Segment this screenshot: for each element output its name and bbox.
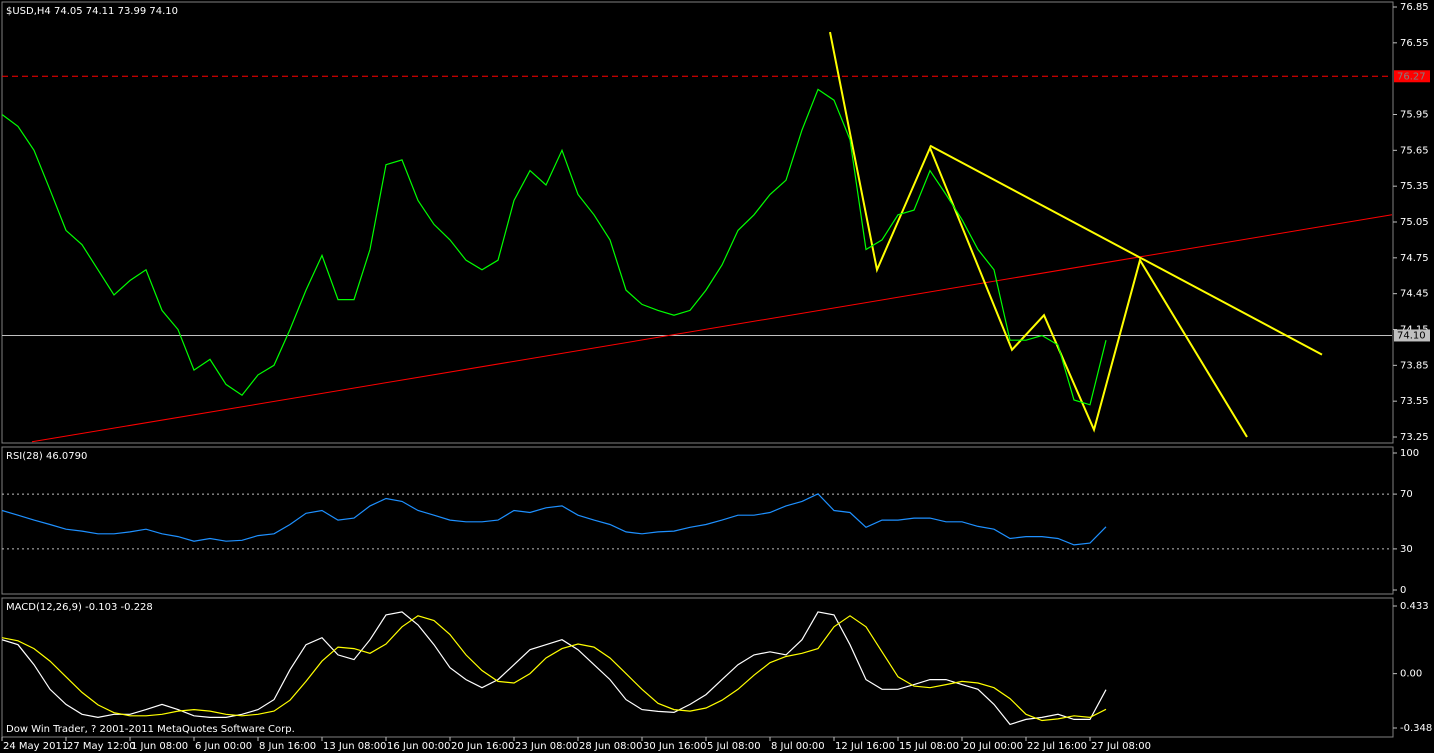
x-tick-label: 24 May 2011 [3, 741, 68, 752]
x-tick-label: 30 Jun 16:00 [643, 741, 707, 752]
x-tick-label: 22 Jul 16:00 [1027, 741, 1087, 752]
x-tick-label: 5 Jul 08:00 [707, 741, 761, 752]
x-tick-label: 13 Jun 08:00 [323, 741, 387, 752]
x-tick-label: 16 Jun 00:00 [387, 741, 451, 752]
y-tick-label: 75.05 [1400, 217, 1429, 228]
macd-title: MACD(12,26,9) -0.103 -0.228 [6, 602, 153, 613]
y-tick-label: 70 [1400, 489, 1413, 500]
y-tick-label: 0.433 [1400, 601, 1429, 612]
series-line [2, 88, 1107, 406]
trendline [31, 214, 1393, 443]
y-tick-label: 0.00 [1400, 669, 1422, 680]
price-title: $USD,H4 74.05 74.11 73.99 74.10 [6, 6, 178, 17]
copyright: Dow Win Trader, ? 2001-2011 MetaQuotes S… [6, 724, 295, 735]
series-line [2, 493, 1107, 546]
price-label-box [1394, 329, 1430, 342]
rsi-title: RSI(28) 46.0790 [6, 451, 87, 462]
price-label-box [1394, 70, 1430, 83]
macd-pane [1, 597, 1394, 738]
x-tick-label: 20 Jun 16:00 [451, 741, 515, 752]
y-tick-label: 76.85 [1400, 2, 1429, 13]
x-tick-label: 12 Jul 16:00 [835, 741, 895, 752]
x-tick-label: 27 May 12:00 [67, 741, 136, 752]
y-tick-label: 74.45 [1400, 289, 1429, 300]
x-tick-label: 1 Jun 08:00 [131, 741, 188, 752]
x-tick-label: 27 Jul 08:00 [1091, 741, 1151, 752]
x-tick-label: 28 Jun 08:00 [579, 741, 643, 752]
x-tick-label: 23 Jun 08:00 [515, 741, 579, 752]
y-tick-label: 74.75 [1400, 253, 1429, 264]
trendline [829, 31, 1248, 438]
y-tick-label: 73.25 [1400, 432, 1429, 443]
y-tick-label: 73.85 [1400, 360, 1429, 371]
price-label: 76.27 [1397, 71, 1426, 82]
x-tick-label: 8 Jul 00:00 [771, 741, 825, 752]
y-tick-label: 30 [1400, 544, 1413, 555]
x-tick-label: 8 Jun 16:00 [259, 741, 316, 752]
y-tick-label: 100 [1400, 448, 1419, 459]
x-tick-label: 15 Jul 08:00 [899, 741, 959, 752]
y-tick-label: 75.95 [1400, 110, 1429, 121]
y-tick-label: 76.55 [1400, 38, 1429, 49]
y-tick-label: -0.348 [1400, 723, 1432, 734]
series-line [2, 611, 1107, 726]
y-tick-label: 75.65 [1400, 145, 1429, 156]
x-tick-label: 6 Jun 00:00 [195, 741, 252, 752]
price-label: 74.10 [1397, 330, 1426, 341]
rsi-pane [1, 446, 1394, 595]
y-tick-label: 73.55 [1400, 396, 1429, 407]
price-pane [1, 1, 1394, 444]
trendline [929, 144, 1323, 356]
series-line [2, 615, 1107, 722]
x-tick-label: 20 Jul 00:00 [963, 741, 1023, 752]
y-tick-label: 0 [1400, 585, 1406, 596]
y-tick-label: 75.35 [1400, 181, 1429, 192]
